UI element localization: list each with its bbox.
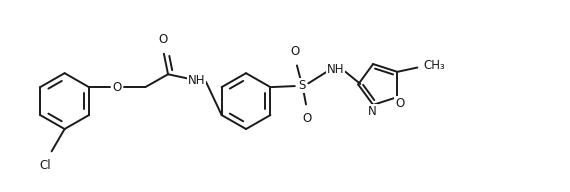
Text: S: S [298,79,306,92]
Text: Cl: Cl [39,159,51,172]
Text: NH: NH [327,63,344,76]
Text: CH₃: CH₃ [424,60,446,72]
Text: NH: NH [188,74,205,87]
Text: N: N [368,105,377,118]
Text: O: O [112,81,122,94]
Text: O: O [396,97,405,110]
Text: O: O [291,45,300,58]
Text: O: O [158,33,167,46]
Text: O: O [303,112,312,125]
